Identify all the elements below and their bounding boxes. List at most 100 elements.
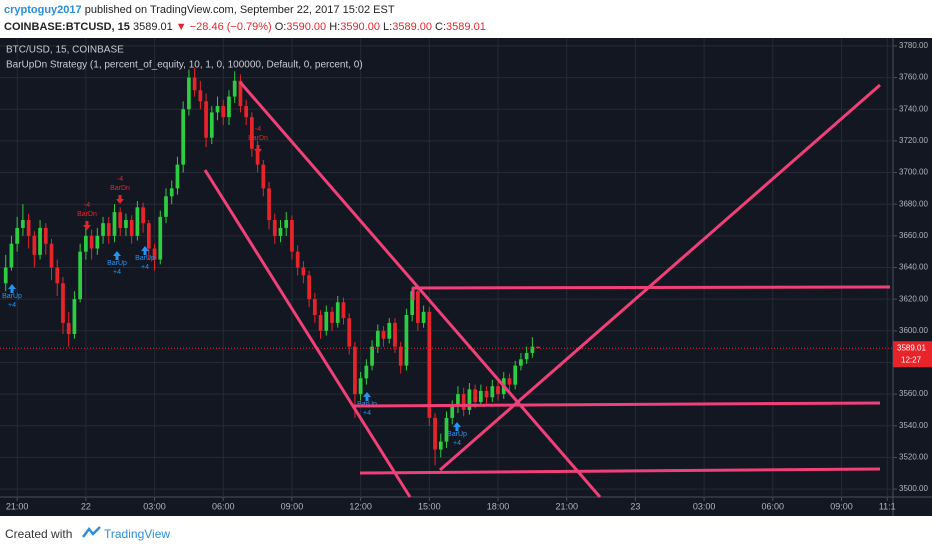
- candle-body: [490, 386, 495, 398]
- candle-body: [72, 299, 77, 334]
- candle-body: [398, 346, 403, 366]
- chart-title: BTC/USD, 15, COINBASE: [6, 45, 124, 56]
- candle-body: [456, 394, 460, 407]
- candle-body: [507, 378, 512, 385]
- y-tick-label: 3700.00: [899, 168, 928, 177]
- candle-body: [204, 101, 208, 138]
- author[interactable]: cryptoguy2017: [4, 4, 82, 16]
- candle-body: [38, 227, 42, 255]
- candle-body: [118, 212, 123, 228]
- signal-qty: -4: [255, 126, 261, 133]
- signal-qty: +4: [113, 269, 121, 276]
- candle-body: [478, 390, 483, 403]
- candle-body: [312, 299, 317, 315]
- x-tick-label: 23: [630, 501, 640, 511]
- candle-body: [381, 330, 386, 339]
- symbol: COINBASE:BTCUSD, 15: [4, 21, 130, 33]
- candle-body: [95, 235, 100, 249]
- horizontal-line: [351, 401, 881, 408]
- candle-body: [158, 216, 163, 260]
- trend-line: [238, 81, 602, 498]
- candle-body: [484, 390, 489, 398]
- ohlc-value: 3589.01: [446, 21, 486, 33]
- candle-body: [404, 314, 409, 366]
- y-tick-label: 3640.00: [899, 263, 928, 272]
- candle-body: [198, 90, 203, 102]
- ohlc-key: L:: [383, 21, 393, 33]
- candle-body: [21, 220, 25, 228]
- candle-body: [15, 227, 20, 244]
- y-tick-label: 3780.00: [899, 41, 928, 50]
- brand[interactable]: TradingView: [104, 527, 171, 541]
- candle-body: [141, 207, 145, 224]
- candle-body: [135, 207, 140, 236]
- ohlc-key: H:: [329, 21, 341, 33]
- candle-body: [330, 311, 334, 323]
- candle-body: [433, 417, 437, 450]
- y-tick-label: 3660.00: [899, 231, 928, 240]
- drawings: [203, 81, 891, 498]
- quote-line: COINBASE:BTCUSD, 15 3589.01 ▼ −28.46 (−0…: [4, 21, 486, 33]
- signal-qty: +4: [141, 264, 149, 271]
- footer-text: Created with: [5, 527, 73, 541]
- ohlc-value: 3589.00: [392, 21, 432, 33]
- candle-body: [152, 248, 157, 260]
- candle-body: [335, 302, 340, 323]
- last: 3589.01: [132, 21, 173, 33]
- x-tick-label: 21:00: [6, 501, 29, 511]
- signal-qty: -4: [84, 202, 90, 209]
- signal-text: BarDn: [77, 211, 97, 218]
- candle-body: [43, 227, 48, 244]
- candle-body: [267, 188, 271, 221]
- chart-subtitle: BarUpDn Strategy (1, percent_of_equity, …: [6, 60, 363, 71]
- y-tick-label: 3760.00: [899, 73, 928, 82]
- horizontal-line: [359, 467, 881, 475]
- candle-body: [341, 302, 346, 319]
- candle-body: [393, 322, 397, 347]
- candle-body: [164, 196, 168, 217]
- candle-body: [301, 267, 306, 276]
- x-tick-label: 11:1: [879, 501, 896, 511]
- chart: BarUp +4 -4 BarDn -4 BarDn BarUp +4 BarUp +4 -4 Bar…: [0, 38, 932, 516]
- ohlc-value: 3590.00: [340, 21, 380, 33]
- signal-qty: -4: [117, 176, 123, 183]
- candle-body: [192, 77, 197, 91]
- signal-text: BarUp: [2, 293, 22, 300]
- change: ▼ −28.46 (−0.79%): [175, 21, 272, 33]
- trend-line: [203, 169, 412, 498]
- header: cryptoguy2017 published on TradingView.c…: [0, 0, 932, 38]
- y-tick-label: 3540.00: [899, 421, 928, 430]
- y-tick-label: 3560.00: [899, 389, 928, 398]
- footer: Created with TradingView: [0, 516, 932, 550]
- x-tick-label: 09:00: [830, 501, 853, 511]
- last-price-label: 3589.01: [897, 343, 926, 352]
- candle-body: [124, 220, 128, 228]
- candle-body: [524, 352, 529, 360]
- signal-arrow: [113, 251, 121, 260]
- candle-body: [261, 164, 266, 189]
- signal-arrow: [254, 145, 262, 154]
- candle-body: [324, 311, 329, 331]
- candle-body: [410, 291, 415, 315]
- ohlc-key: O:: [274, 21, 287, 33]
- x-tick-label: 21:00: [555, 501, 578, 511]
- candle-body: [187, 77, 191, 110]
- signal-qty: +4: [453, 440, 461, 447]
- signal-text: BarUp: [357, 401, 377, 408]
- published: published on TradingView.com, September …: [84, 4, 395, 16]
- x-tick-label: 03:00: [143, 501, 166, 511]
- horizontal-line: [412, 285, 891, 290]
- candle-body: [78, 251, 83, 300]
- signal-text: BarUp: [447, 431, 467, 438]
- y-tick-label: 3500.00: [899, 484, 928, 493]
- candle-body: [370, 346, 374, 366]
- y-tick-label: 3520.00: [899, 453, 928, 462]
- candle-body: [513, 365, 518, 385]
- candle-body: [353, 346, 357, 395]
- signal-arrow: [8, 284, 16, 293]
- candle-body: [169, 188, 174, 197]
- x-tick-label: 06:00: [762, 501, 785, 511]
- candle-body: [66, 322, 71, 334]
- candle-body: [473, 389, 477, 403]
